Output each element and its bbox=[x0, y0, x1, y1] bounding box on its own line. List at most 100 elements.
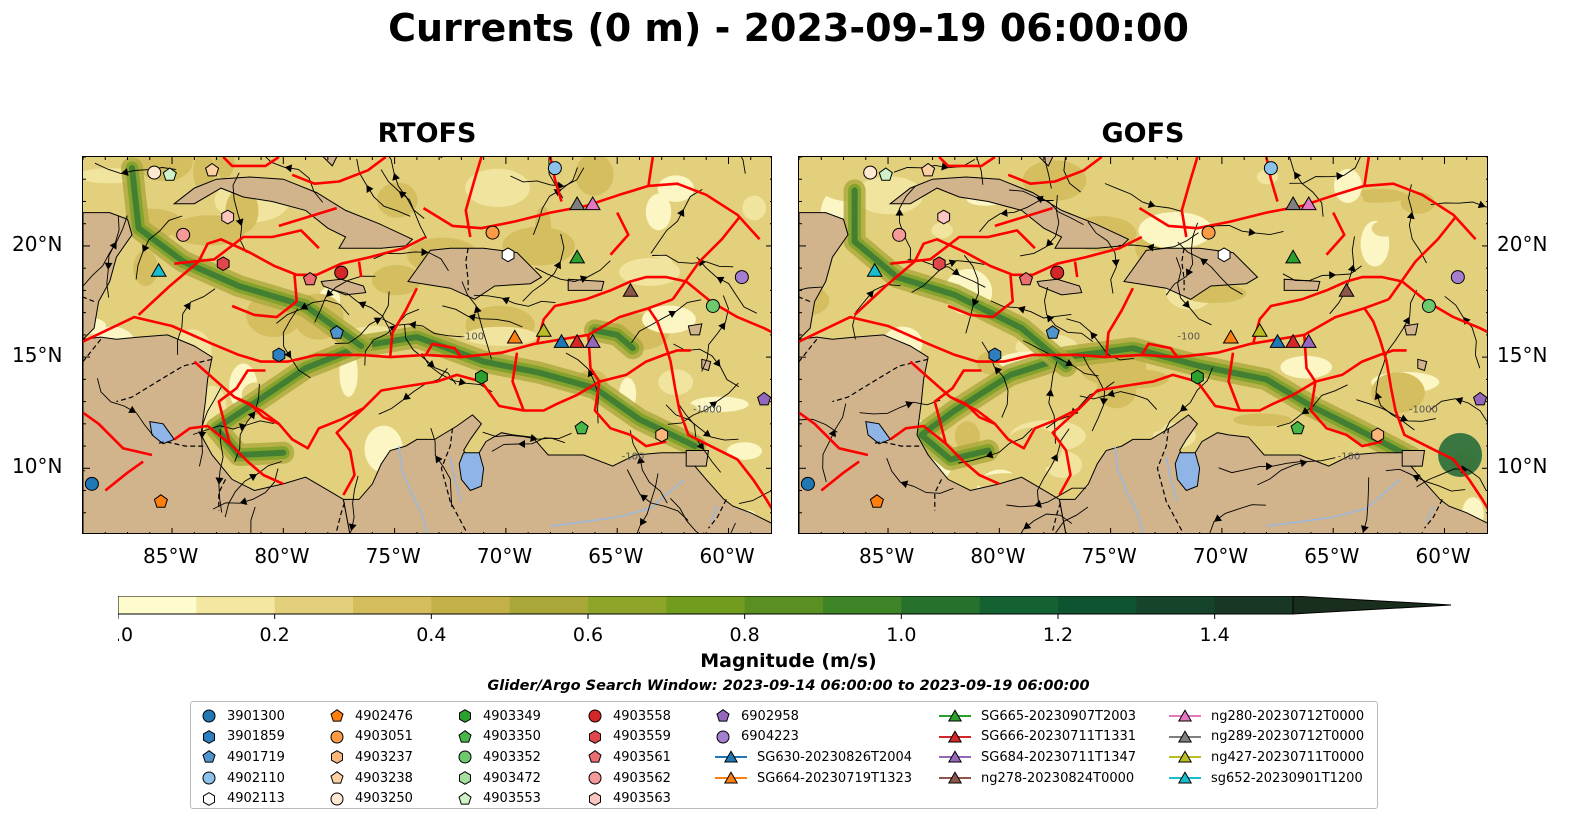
argo-float-marker-4903559[interactable] bbox=[932, 256, 946, 272]
argo-float-marker-4902476[interactable] bbox=[869, 494, 884, 508]
argo-float-marker-4902110[interactable] bbox=[547, 161, 562, 176]
argo-float-marker-4903238[interactable] bbox=[921, 162, 936, 177]
glider-marker-SG684-20230711T1347[interactable] bbox=[584, 333, 601, 348]
argo-float-marker-4903558[interactable] bbox=[1050, 265, 1065, 280]
streamline-arrow bbox=[1265, 462, 1274, 471]
glider-marker-ng289-20230712T0000[interactable] bbox=[569, 195, 586, 211]
streamline bbox=[963, 255, 979, 334]
argo-float-marker-6904223[interactable] bbox=[1450, 270, 1465, 285]
argo-float-marker-4902113[interactable] bbox=[1217, 247, 1231, 263]
argo-float-marker-4903349[interactable] bbox=[475, 369, 488, 385]
country-border bbox=[1156, 428, 1183, 531]
glider-marker-SG665-20230907T2003[interactable] bbox=[569, 249, 586, 264]
argo-float-marker-4902476[interactable] bbox=[153, 494, 168, 508]
streamline-arrow bbox=[325, 289, 334, 297]
argo-float-marker-4903352[interactable] bbox=[1421, 298, 1436, 313]
pentagon-marker-icon bbox=[716, 709, 730, 722]
argo-float-marker-4903352[interactable] bbox=[705, 298, 720, 313]
glider-marker-SG664-20230719T1323[interactable] bbox=[1222, 329, 1239, 344]
legend-item: 4901719 bbox=[199, 747, 285, 768]
streamline-arrow bbox=[284, 350, 292, 359]
streamline-arrow bbox=[716, 276, 725, 284]
glider-marker-ng427-20230711T0000[interactable] bbox=[535, 322, 552, 337]
glider-marker-ng280-20230712T0000[interactable] bbox=[584, 196, 601, 211]
streamline bbox=[990, 300, 1072, 319]
argo-float-marker-4903237[interactable] bbox=[655, 427, 669, 443]
argo-float-marker-4903238[interactable] bbox=[205, 162, 220, 177]
streamline bbox=[364, 308, 420, 366]
argo-float-marker-4903051[interactable] bbox=[485, 225, 500, 240]
argo-float-marker-4903051[interactable] bbox=[1201, 225, 1216, 240]
argo-float-marker-4903563[interactable] bbox=[221, 209, 235, 225]
legend-label: SG664-20230719T1323 bbox=[757, 770, 913, 786]
argo-float-marker-4903561[interactable] bbox=[1018, 271, 1034, 286]
streamline-arrow bbox=[1361, 525, 1369, 533]
argo-float-marker-4903562[interactable] bbox=[176, 227, 191, 242]
argo-float-marker-4901719[interactable] bbox=[1045, 325, 1060, 339]
argo-float-marker-4903237[interactable] bbox=[1371, 427, 1385, 443]
legend-column: 4903558 4903559 4903561 4903562 4903563 bbox=[585, 706, 671, 809]
argo-float-marker-4903553[interactable] bbox=[162, 167, 177, 181]
rtofs-map[interactable]: -100 -1000 -100 bbox=[82, 156, 772, 534]
argo-float-marker-4903562[interactable] bbox=[892, 227, 907, 242]
glider-marker-SG630-20230826T2004[interactable] bbox=[553, 333, 570, 348]
argo-float-marker-3901859[interactable] bbox=[272, 347, 286, 363]
argo-float-marker-4901719[interactable] bbox=[329, 325, 344, 339]
land-cuba bbox=[172, 176, 414, 249]
glider-marker-ng278-20230824T0000[interactable] bbox=[1338, 282, 1355, 297]
glider-marker-ng280-20230712T0000[interactable] bbox=[1300, 196, 1317, 211]
legend-label: 4903563 bbox=[613, 791, 671, 807]
argo-float-marker-3901300[interactable] bbox=[800, 476, 815, 491]
hexagon-marker-icon bbox=[203, 791, 215, 806]
lon-tick-label: 65°W bbox=[1304, 544, 1360, 568]
streamline-arrow bbox=[696, 441, 704, 450]
argo-float-marker-4903349[interactable] bbox=[1191, 369, 1204, 385]
argo-float-marker-4903553[interactable] bbox=[878, 167, 893, 181]
eez-boundary bbox=[820, 460, 860, 492]
argo-float-marker-4903563[interactable] bbox=[937, 209, 951, 225]
argo-float-marker-4903250[interactable] bbox=[863, 165, 878, 180]
argo-float-marker-6902958[interactable] bbox=[757, 391, 771, 406]
land-guadeloupe bbox=[1403, 323, 1419, 336]
argo-float-marker-6902958[interactable] bbox=[1473, 391, 1487, 406]
streamline-arrow bbox=[941, 162, 949, 171]
streamline-arrow bbox=[1455, 397, 1464, 405]
eez-boundary bbox=[1140, 342, 1179, 358]
argo-float-marker-4902110[interactable] bbox=[1263, 161, 1278, 176]
glider-marker-sg652-20230901T1200[interactable] bbox=[866, 262, 883, 277]
lat-tick-label: 10°N bbox=[12, 454, 63, 479]
glider-marker-SG666-20230711T1331[interactable] bbox=[569, 333, 586, 348]
streamline-arrow bbox=[348, 523, 357, 531]
lake-maracaibo bbox=[458, 452, 485, 492]
country-border bbox=[708, 499, 727, 529]
legend-item: 3901300 bbox=[199, 706, 285, 727]
glider-marker-ng289-20230712T0000[interactable] bbox=[1285, 195, 1302, 211]
argo-float-marker-3901300[interactable] bbox=[84, 476, 99, 491]
glider-marker-SG684-20230711T1347[interactable] bbox=[1300, 333, 1317, 348]
argo-float-marker-4903559[interactable] bbox=[216, 256, 230, 272]
glider-marker-SG665-20230907T2003[interactable] bbox=[1285, 249, 1302, 264]
streamline-arrow bbox=[553, 261, 561, 270]
colorbar-tick-label: 1.0 bbox=[886, 624, 916, 644]
gofs-map[interactable]: -100 -1000 -100 bbox=[798, 156, 1488, 534]
argo-float-marker-4903561[interactable] bbox=[302, 271, 318, 286]
streamline-arrow bbox=[392, 172, 400, 181]
legend-label: 4903553 bbox=[483, 791, 541, 807]
argo-float-marker-6904223[interactable] bbox=[734, 270, 749, 285]
streamline-arrow bbox=[473, 305, 482, 314]
legend-label: 4903472 bbox=[483, 770, 541, 786]
argo-float-marker-4903350[interactable] bbox=[1290, 420, 1305, 435]
argo-float-marker-4902113[interactable] bbox=[501, 247, 515, 263]
glider-marker-ng278-20230824T0000[interactable] bbox=[622, 282, 639, 297]
glider-marker-sg652-20230901T1200[interactable] bbox=[150, 262, 167, 277]
argo-float-marker-4903350[interactable] bbox=[574, 420, 589, 435]
legend-item: SG630-20230826T2004 bbox=[713, 747, 912, 768]
glider-marker-SG630-20230826T2004[interactable] bbox=[1269, 333, 1286, 348]
streamline-arrow bbox=[1046, 238, 1054, 247]
argo-float-marker-4903558[interactable] bbox=[334, 265, 349, 280]
argo-float-marker-4903250[interactable] bbox=[147, 165, 162, 180]
argo-float-marker-3901859[interactable] bbox=[988, 347, 1002, 363]
glider-marker-SG666-20230711T1331[interactable] bbox=[1285, 333, 1302, 348]
glider-marker-SG664-20230719T1323[interactable] bbox=[506, 329, 523, 344]
glider-marker-ng427-20230711T0000[interactable] bbox=[1251, 322, 1268, 337]
